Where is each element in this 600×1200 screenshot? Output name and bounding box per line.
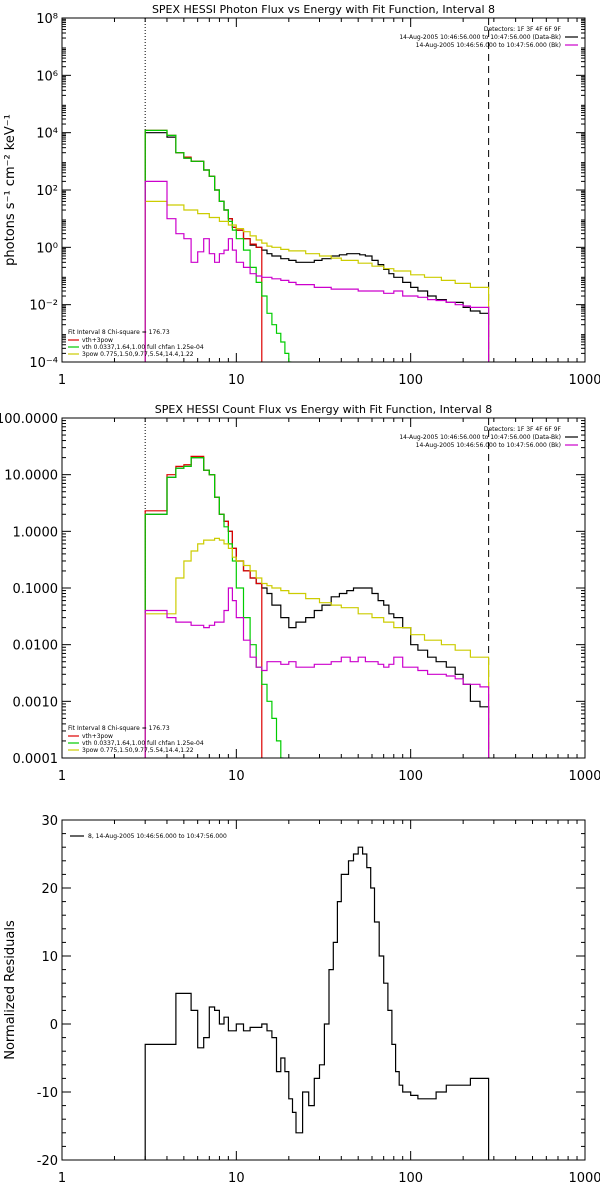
plot-frame — [61, 819, 586, 1161]
series-line-5 — [144, 180, 490, 362]
series-line-1 — [144, 457, 490, 758]
plot-frame — [61, 417, 586, 759]
legend-entry: 14-Aug-2005 10:46:56.000 to 10:47:56.000… — [399, 34, 561, 41]
x-tick-label: 1000 — [568, 769, 600, 784]
series-line-1 — [144, 846, 490, 1160]
y-tick-label: 30 — [41, 814, 58, 829]
x-tick-label: 10 — [228, 1171, 245, 1186]
y-tick-label: 10² — [36, 184, 58, 199]
y-axis-label: photons s⁻¹ cm⁻² keV⁻¹ — [3, 114, 18, 266]
legend-entry: 14-Aug-2005 10:46:56.000 to 10:47:56.000… — [399, 434, 561, 441]
y-tick-label: 0.0100 — [13, 639, 59, 654]
y-tick-label: 10⁴ — [36, 127, 58, 142]
fit-text: Fit Interval 8 Chi-square = 176.73 — [68, 725, 170, 732]
series-line-5 — [144, 587, 490, 758]
x-tick-label: 1000 — [568, 1171, 600, 1186]
legend-entry: 3pow 0.775,1.50,9.77,5.54,14.4,1.22 — [82, 351, 194, 358]
y-tick-label: 20 — [41, 882, 58, 897]
legend-entry: vth+3pow — [82, 733, 113, 740]
y-tick-label: 0.0010 — [13, 695, 59, 710]
y-tick-label: 100.0000 — [0, 412, 58, 427]
legend-entry: 14-Aug-2005 10:46:56.000 to 10:47:56.000… — [416, 42, 561, 49]
fit-text: Fit Interval 8 Chi-square = 176.73 — [68, 329, 170, 336]
x-tick-label: 100 — [398, 373, 423, 388]
series-line-4 — [144, 200, 490, 362]
series-line-2 — [144, 455, 263, 758]
legend-entry: 14-Aug-2005 10:46:56.000 to 10:47:56.000… — [416, 442, 561, 449]
y-tick-label: 10⁶ — [36, 69, 58, 84]
y-tick-label: 0.0001 — [13, 752, 59, 767]
x-tick-label: 100 — [398, 1171, 423, 1186]
y-tick-label: 10⁰ — [36, 241, 58, 256]
y-tick-label: 10⁻⁴ — [29, 356, 58, 371]
y-tick-label: 10⁸ — [36, 12, 58, 27]
y-tick-label: 10 — [41, 950, 58, 965]
y-axis-label: Normalized Residuals — [3, 920, 18, 1060]
plot-area — [144, 846, 490, 1160]
y-tick-label: -10 — [37, 1086, 58, 1101]
y-tick-label: 10⁻² — [29, 299, 58, 314]
y-tick-label: 10.0000 — [4, 469, 58, 484]
legend-entry: 3pow 0.775,1.50,9.77,5.54,14.4,1.22 — [82, 747, 194, 754]
chart-title: SPEX HESSI Photon Flux vs Energy with Fi… — [152, 3, 495, 16]
chart-title: SPEX HESSI Count Flux vs Energy with Fit… — [155, 403, 492, 416]
legend-entry: Detectors: 1F 3F 4F 6F 9F — [484, 426, 562, 433]
chart-panel-1: SPEX HESSI Photon Flux vs Energy with Fi… — [3, 3, 600, 388]
y-tick-label: 0 — [50, 1018, 58, 1033]
chart-panel-3: 1 10 100 1000 -20 -10 0 10 20 30 Normalized Residu… — [3, 814, 600, 1186]
series-line-3 — [144, 129, 292, 362]
plot-frame — [61, 17, 586, 363]
legend-entry: 8, 14-Aug-2005 10:46:56.000 to 10:47:56.… — [88, 833, 227, 840]
plot-area — [144, 418, 490, 758]
x-tick-label: 1 — [58, 1171, 66, 1186]
x-tick-label: 1 — [58, 769, 66, 784]
legend-entry: vth+3pow — [82, 337, 113, 344]
legend-entry: Detectors: 1F 3F 4F 6F 9F — [484, 26, 562, 33]
legend-entry: vth 0.0337,1.64,1.00 full chfan 1.25e-04 — [82, 740, 204, 747]
x-tick-label: 100 — [398, 769, 423, 784]
series-line-4 — [144, 537, 490, 758]
x-tick-label: 1 — [58, 373, 66, 388]
x-tick-label: 10 — [228, 769, 245, 784]
y-tick-label: -20 — [37, 1154, 58, 1169]
plot-area — [144, 18, 490, 362]
y-tick-label: 1.0000 — [13, 525, 59, 540]
series-line-1 — [144, 132, 490, 362]
x-tick-label: 10 — [228, 373, 245, 388]
legend-entry: vth 0.0337,1.64,1.00 full chfan 1.25e-04 — [82, 344, 204, 351]
x-tick-label: 1000 — [568, 373, 600, 388]
chart-panel-2: SPEX HESSI Count Flux vs Energy with Fit… — [0, 403, 600, 784]
y-tick-label: 0.1000 — [13, 582, 59, 597]
